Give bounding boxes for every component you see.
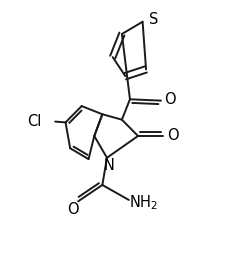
- Text: O: O: [66, 202, 78, 217]
- Text: NH$_2$: NH$_2$: [128, 193, 157, 212]
- Text: O: O: [166, 128, 177, 143]
- Text: Cl: Cl: [27, 113, 41, 129]
- Text: O: O: [164, 92, 175, 107]
- Text: S: S: [149, 11, 158, 27]
- Text: N: N: [103, 158, 114, 174]
